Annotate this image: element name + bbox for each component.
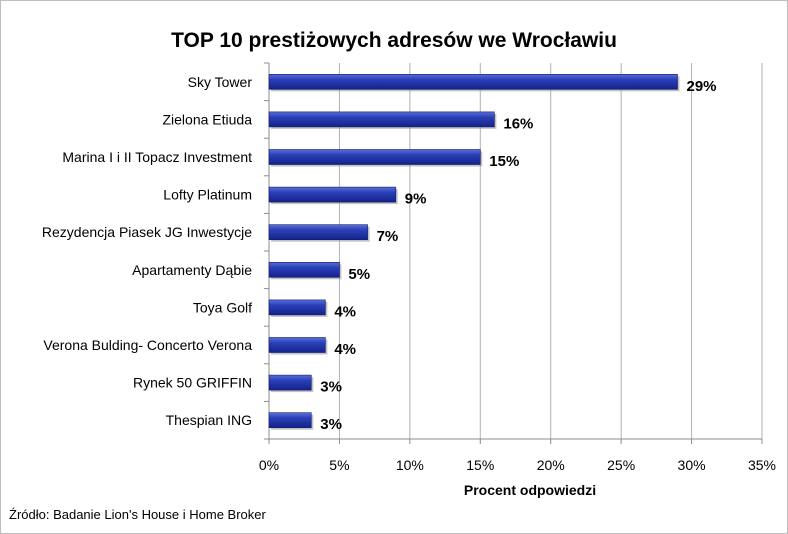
category-label: Marina I i II Topacz Investment xyxy=(62,149,252,165)
bar xyxy=(268,374,312,391)
data-labels: 29% 16% 15% 9% 7% 5% 4% 4% 3% 3% xyxy=(320,78,716,433)
category-label: Rynek 50 GRIFFIN xyxy=(133,375,252,391)
category-label: Thespian ING xyxy=(166,412,252,428)
data-label: 3% xyxy=(320,416,342,433)
category-labels: Sky Tower Zielona Etiuda Marina I i II Top… xyxy=(42,74,252,428)
x-tick-label: 10% xyxy=(396,457,424,473)
x-tick-labels: 0% 5% 10% 15% 20% 25% 30% 35% xyxy=(259,457,776,473)
data-label: 4% xyxy=(334,341,356,358)
category-label: Zielona Etiuda xyxy=(162,111,252,127)
bar xyxy=(268,412,312,429)
bar xyxy=(268,299,326,316)
chart-title: TOP 10 prestiżowych adresów we Wrocławiu xyxy=(171,29,617,52)
bar xyxy=(268,261,340,278)
data-label: 15% xyxy=(489,153,519,170)
x-tick-label: 35% xyxy=(748,457,776,473)
bar xyxy=(268,337,326,353)
data-label: 29% xyxy=(686,78,716,95)
data-label: 16% xyxy=(503,115,533,132)
data-label: 7% xyxy=(377,228,399,245)
bar xyxy=(268,74,678,90)
x-tick-label: 30% xyxy=(678,457,706,473)
x-tick-label: 0% xyxy=(259,457,279,473)
data-label: 3% xyxy=(320,379,342,396)
bar xyxy=(268,111,495,128)
category-label: Verona Bulding- Concerto Verona xyxy=(43,337,252,353)
x-axis-title: Procent odpowiedzi xyxy=(464,482,596,498)
x-tick-label: 5% xyxy=(329,457,349,473)
data-label: 9% xyxy=(405,191,427,208)
x-tick-label: 20% xyxy=(537,457,565,473)
x-tick-label: 15% xyxy=(466,457,494,473)
source-note: Źródło: Badanie Lion's House i Home Brok… xyxy=(9,507,267,522)
category-label: Lofty Platinum xyxy=(163,187,252,203)
category-label: Toya Golf xyxy=(193,299,252,315)
x-tick-label: 25% xyxy=(607,457,635,473)
category-label: Apartamenty Dąbie xyxy=(132,262,252,278)
bar xyxy=(268,224,368,240)
bars xyxy=(268,74,680,430)
category-label: Sky Tower xyxy=(188,74,253,90)
category-label: Rezydencja Piasek JG Inwestycje xyxy=(42,224,252,240)
bar xyxy=(268,186,397,203)
bar xyxy=(268,149,481,165)
data-label: 4% xyxy=(334,303,356,320)
data-label: 5% xyxy=(348,266,370,283)
